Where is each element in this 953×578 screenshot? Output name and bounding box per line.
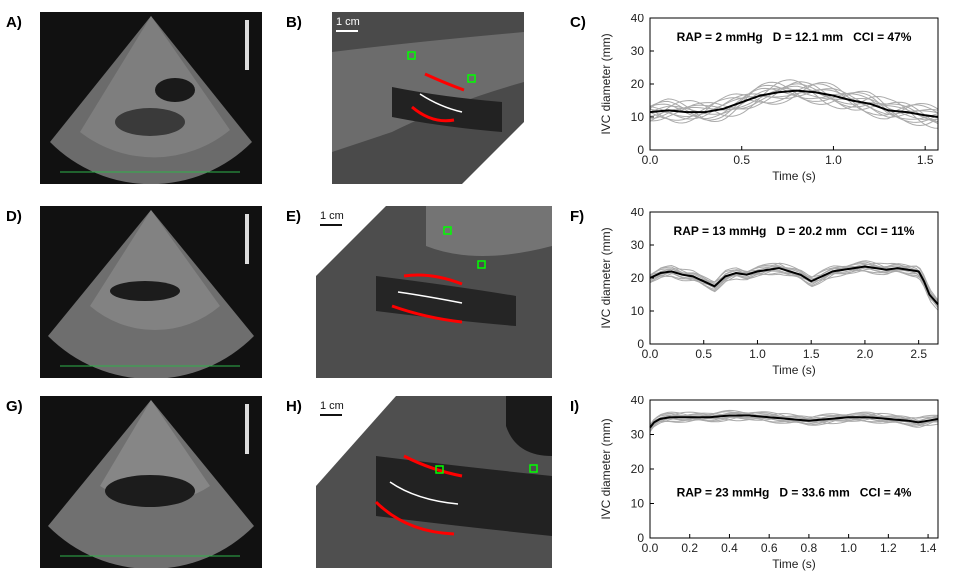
panel-label-i: I) bbox=[570, 398, 580, 415]
chart-i-annotation: RAP = 23 mmHg D = 33.6 mm CCI = 4% bbox=[677, 486, 912, 500]
panel-label-a: A) bbox=[6, 14, 22, 31]
chart-f-ytick-label: 0 bbox=[637, 337, 644, 351]
chart-f-xtick-label: 2.5 bbox=[910, 347, 927, 361]
scale-bar-label-b: 1 cm bbox=[336, 16, 360, 28]
echo-sector-a bbox=[50, 16, 252, 184]
echo-image-a bbox=[40, 12, 262, 184]
panel-label-d: D) bbox=[6, 208, 22, 225]
chart-f-xlabel: Time (s) bbox=[772, 363, 816, 377]
chart-f-cycle-line bbox=[649, 262, 939, 311]
chart-c-annotation: RAP = 2 mmHg D = 12.1 mm CCI = 47% bbox=[677, 30, 912, 44]
zoom-image-b: 1 cm bbox=[332, 12, 524, 184]
chart-i-ytick-label: 0 bbox=[637, 531, 644, 545]
chart-i-xtick-label: 0.6 bbox=[761, 541, 778, 555]
chart-i-xtick-label: 0.8 bbox=[801, 541, 818, 555]
chart-f-xtick-label: 0.0 bbox=[642, 347, 659, 361]
panel-label-b: B) bbox=[286, 14, 302, 31]
echo-sector-d bbox=[48, 210, 254, 378]
chart-f-xtick-label: 1.5 bbox=[803, 347, 820, 361]
zoom-svg-b: 1 cm bbox=[332, 12, 524, 184]
panel-label-e: E) bbox=[286, 208, 301, 225]
chart-i-xtick-label: 1.0 bbox=[840, 541, 857, 555]
zoom-image-e: 1 cm bbox=[316, 206, 552, 378]
chart-i-ytick-label: 40 bbox=[631, 396, 645, 407]
chart-svg-i: 0.0 0.2 0.4 0.6 0.8 1.0 1.2 1.4 0 10 20 30 40 Time (s… bbox=[599, 396, 939, 571]
chart-c-ytick-label: 30 bbox=[631, 44, 645, 58]
chart-f-xtick-label: 1.0 bbox=[749, 347, 766, 361]
chart-c-ytick-label: 0 bbox=[637, 143, 644, 157]
chart-i: 0.0 0.2 0.4 0.6 0.8 1.0 1.2 1.4 0 10 20 30 40 Time (s… bbox=[590, 396, 950, 574]
chart-c: 0.0 0.5 1.0 1.5 0 10 20 30 40 Time (s) IVC diamete… bbox=[590, 14, 950, 186]
chart-c-xtick-label: 1.0 bbox=[825, 153, 842, 167]
chart-svg-c: 0.0 0.5 1.0 1.5 0 10 20 30 40 Time (s) IVC diamete… bbox=[599, 14, 939, 183]
echo-image-g bbox=[40, 396, 262, 568]
chart-f-xtick-label: 0.5 bbox=[695, 347, 712, 361]
chart-i-xtick-label: 1.4 bbox=[920, 541, 937, 555]
chart-i-ylabel: IVC diameter (mm) bbox=[599, 418, 613, 519]
chart-f-annotation: RAP = 13 mmHg D = 20.2 mm CCI = 11% bbox=[674, 224, 915, 238]
chart-c-xtick-label: 0.5 bbox=[733, 153, 750, 167]
echo-image-d bbox=[40, 206, 262, 378]
chart-i-xtick-label: 0.0 bbox=[642, 541, 659, 555]
chart-f: 0.0 0.5 1.0 1.5 2.0 2.5 0 10 20 30 40 Time (s) IVC d… bbox=[590, 208, 950, 380]
panel-label-g: G) bbox=[6, 398, 23, 415]
chart-c-cycle-line bbox=[649, 81, 939, 124]
chart-f-xtick-label: 2.0 bbox=[857, 347, 874, 361]
chart-c-xtick-label: 0.0 bbox=[642, 153, 659, 167]
chart-c-xlabel: Time (s) bbox=[772, 169, 816, 183]
chart-i-cycle-line bbox=[649, 413, 939, 431]
chart-c-cycle-line bbox=[649, 85, 939, 123]
chart-i-cycle-line bbox=[649, 411, 939, 433]
chart-c-ytick-label: 40 bbox=[631, 14, 645, 25]
zoom-svg-e: 1 cm bbox=[316, 206, 552, 378]
chart-c-cycle-line bbox=[649, 79, 939, 129]
chart-f-ytick-label: 30 bbox=[631, 238, 645, 252]
chart-f-ytick-label: 40 bbox=[631, 208, 645, 219]
chart-c-cycle-line bbox=[649, 81, 939, 125]
chart-f-ylabel: IVC diameter (mm) bbox=[599, 227, 613, 328]
echo-sector-g bbox=[48, 400, 254, 568]
panel-label-c: C) bbox=[570, 14, 586, 31]
chart-c-mean-line bbox=[649, 89, 939, 118]
chart-i-mean-line bbox=[649, 414, 939, 429]
panel-label-f: F) bbox=[570, 208, 585, 225]
chart-i-xtick-label: 0.2 bbox=[681, 541, 698, 555]
chart-f-cycle-line bbox=[649, 264, 939, 308]
chart-c-ytick-label: 20 bbox=[631, 77, 645, 91]
chart-c-ytick-label: 10 bbox=[631, 110, 645, 124]
zoom-image-h: 1 cm bbox=[316, 396, 552, 568]
chart-c-cycle-line bbox=[649, 83, 939, 124]
zoom-svg-h: 1 cm bbox=[316, 396, 552, 568]
chart-i-cycle-line bbox=[649, 414, 939, 430]
chart-f-cycle-line bbox=[649, 265, 939, 308]
scale-bar-label-e: 1 cm bbox=[320, 210, 344, 222]
chart-i-ytick-label: 10 bbox=[631, 497, 645, 511]
panel-label-h: H) bbox=[286, 398, 302, 415]
chart-c-ylabel: IVC diameter (mm) bbox=[599, 33, 613, 134]
scale-bar-label-h: 1 cm bbox=[320, 400, 344, 412]
chart-i-ytick-label: 20 bbox=[631, 462, 645, 476]
chart-i-ytick-label: 30 bbox=[631, 428, 645, 442]
chart-i-xtick-label: 0.4 bbox=[721, 541, 738, 555]
chart-f-mean-line bbox=[649, 265, 939, 306]
chart-f-ytick-label: 10 bbox=[631, 304, 645, 318]
chart-c-xtick-label: 1.5 bbox=[917, 153, 934, 167]
chart-i-xtick-label: 1.2 bbox=[880, 541, 897, 555]
chart-svg-f: 0.0 0.5 1.0 1.5 2.0 2.5 0 10 20 30 40 Time (s) IVC d… bbox=[599, 208, 939, 377]
chart-f-ytick-label: 20 bbox=[631, 271, 645, 285]
chart-i-xlabel: Time (s) bbox=[772, 557, 816, 571]
